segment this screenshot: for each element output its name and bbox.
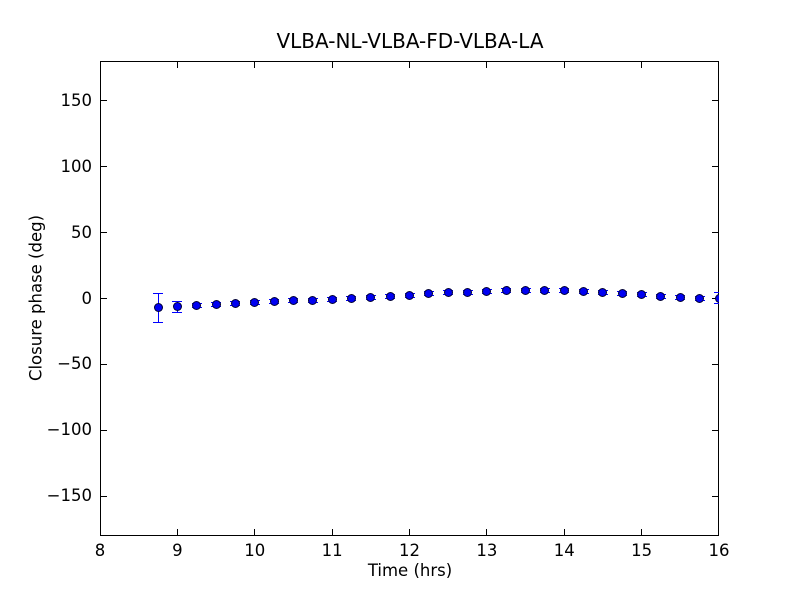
error-bar-cap (172, 301, 183, 303)
y-tick-label: −150 (46, 486, 92, 506)
y-tick-label: 100 (60, 156, 93, 176)
y-tick-label: 150 (60, 90, 93, 110)
x-tick-mark (176, 529, 178, 536)
x-tick-mark (563, 529, 565, 536)
x-tick-label: 10 (244, 541, 266, 560)
data-point-marker (230, 298, 240, 308)
y-tick-mark (100, 100, 107, 102)
data-point-marker (482, 286, 492, 296)
y-tick-mark (712, 495, 719, 497)
data-point-marker (656, 291, 666, 301)
data-point-marker (308, 295, 318, 305)
x-tick-label: 15 (631, 541, 653, 560)
y-tick-label: 50 (71, 222, 92, 242)
x-tick-mark (331, 529, 333, 536)
data-point-marker (695, 293, 705, 303)
data-point-marker (714, 293, 719, 303)
x-tick-mark (641, 61, 643, 68)
y-tick-mark (712, 363, 719, 365)
data-point-marker (385, 291, 395, 301)
data-point-marker (211, 300, 221, 310)
x-axis-label: Time (hrs) (367, 561, 453, 580)
y-tick-mark (100, 232, 107, 234)
data-point-marker (443, 288, 453, 298)
y-tick-mark (100, 495, 107, 497)
data-point-marker (598, 287, 608, 297)
x-tick-mark (100, 529, 101, 536)
x-tick-mark (100, 61, 101, 68)
plot-data-area (100, 61, 719, 536)
x-tick-mark (331, 61, 333, 68)
data-point-marker (269, 296, 279, 306)
data-point-marker (405, 290, 414, 300)
error-bar-cap (714, 302, 719, 304)
data-point-marker (637, 290, 647, 300)
x-tick-mark (486, 61, 488, 68)
x-tick-mark (486, 529, 488, 536)
data-point-marker (192, 301, 202, 311)
data-point-marker (540, 286, 550, 296)
x-tick-mark (409, 61, 410, 68)
data-point-marker (559, 286, 569, 296)
y-tick-mark (100, 429, 107, 431)
y-tick-label: −100 (46, 420, 92, 440)
data-point-marker (501, 286, 511, 296)
x-tick-mark (254, 61, 256, 68)
x-tick-mark (718, 529, 719, 536)
data-point-marker (463, 287, 473, 297)
data-point-marker (579, 287, 589, 296)
x-tick-label: 13 (476, 541, 498, 560)
y-tick-mark (712, 166, 719, 168)
error-bar-cap (153, 292, 164, 294)
x-tick-label: 8 (94, 541, 106, 560)
data-point-marker (288, 296, 298, 306)
x-tick-mark (409, 529, 410, 536)
y-tick-label: 0 (81, 288, 93, 308)
x-tick-mark (176, 61, 178, 68)
data-point-marker (250, 297, 260, 307)
data-point-marker (153, 303, 163, 313)
x-tick-mark (563, 61, 565, 68)
error-bar-cap (153, 321, 164, 323)
y-tick-mark (712, 429, 719, 431)
data-point-marker (346, 294, 356, 304)
y-tick-mark (100, 298, 107, 299)
data-point-marker (366, 293, 376, 303)
y-tick-mark (712, 232, 719, 234)
data-point-marker (617, 289, 627, 299)
data-point-marker (327, 294, 337, 304)
data-point-marker (521, 286, 531, 296)
y-tick-mark (712, 100, 719, 102)
x-tick-mark (641, 529, 643, 536)
x-tick-label: 11 (321, 541, 343, 560)
y-tick-mark (100, 363, 107, 365)
y-tick-label: −50 (57, 354, 92, 374)
x-tick-label: 12 (399, 541, 420, 560)
x-tick-mark (718, 61, 719, 68)
x-tick-label: 14 (553, 541, 575, 560)
error-bar-cap (172, 311, 183, 313)
data-point-marker (172, 302, 182, 312)
x-tick-label: 9 (172, 541, 183, 560)
x-tick-label: 16 (708, 541, 730, 560)
error-bar-cap (714, 292, 719, 294)
plot-title: VLBA-NL-VLBA-FD-VLBA-LA (276, 29, 544, 53)
data-point-marker (675, 292, 685, 302)
y-tick-mark (100, 166, 107, 168)
x-tick-mark (254, 529, 256, 536)
data-point-marker (424, 289, 434, 299)
